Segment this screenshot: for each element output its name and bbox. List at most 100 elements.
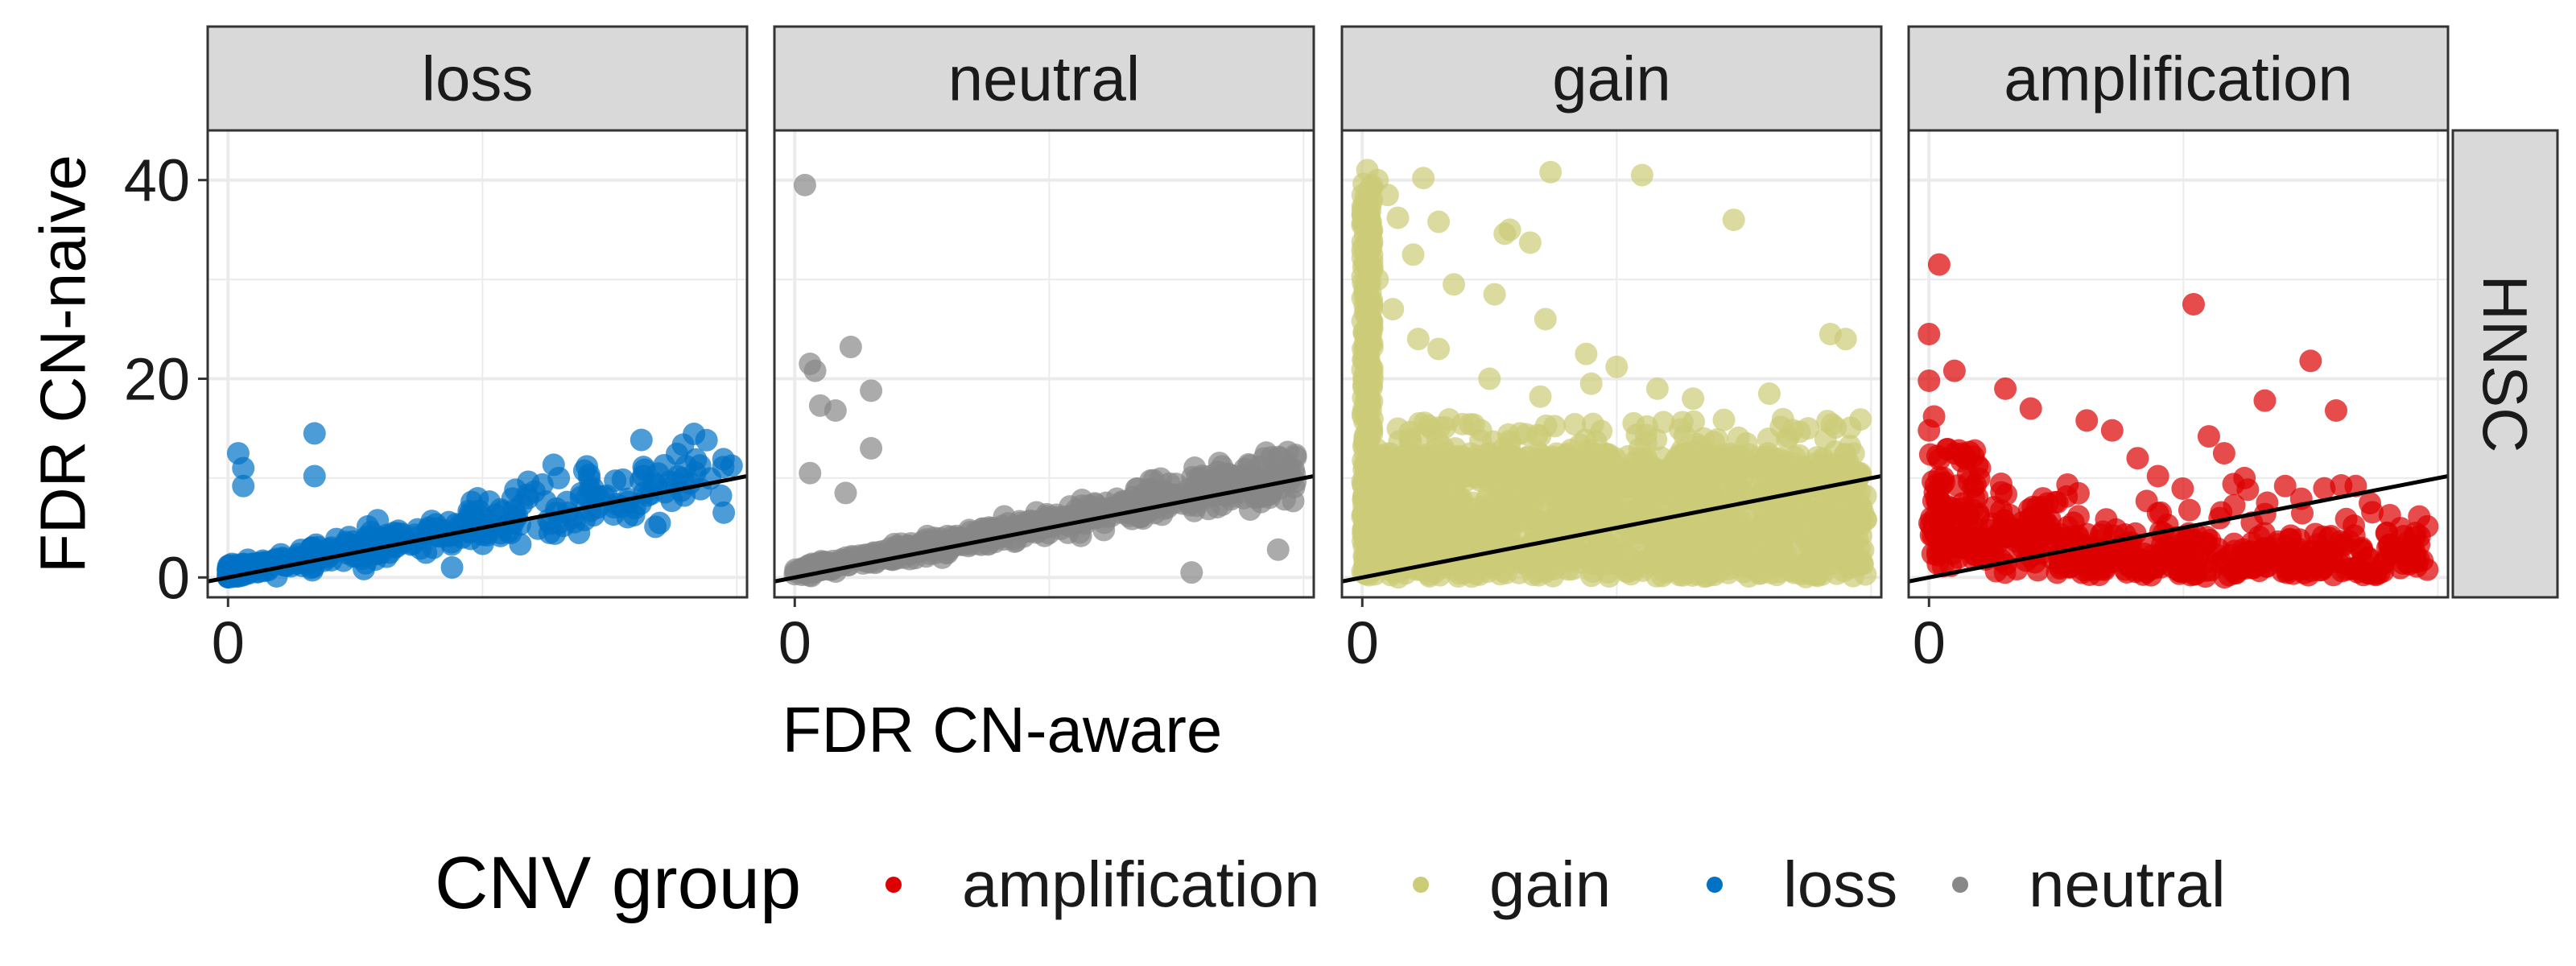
data-point: [860, 436, 883, 460]
data-point: [2299, 349, 2322, 373]
row-strip: HNSC: [2451, 129, 2559, 599]
data-point: [1747, 539, 1770, 563]
x-tick-label: 0: [212, 609, 245, 676]
x-tick-label: 0: [1913, 609, 1946, 676]
data-point: [2396, 531, 2419, 555]
data-point: [577, 463, 601, 486]
data-point: [232, 456, 255, 480]
data-point: [2026, 530, 2050, 554]
data-point: [517, 470, 540, 493]
data-point: [2343, 514, 2366, 538]
data-point: [1728, 446, 1752, 469]
legend-label: amplification: [962, 848, 1320, 920]
data-point: [1575, 342, 1598, 365]
data-point: [2212, 442, 2235, 465]
data-point: [1158, 472, 1181, 495]
data-point: [803, 359, 827, 382]
data-point: [2182, 292, 2205, 316]
data-point: [1269, 447, 1292, 470]
data-point: [1942, 442, 1966, 465]
data-point: [2279, 528, 2302, 551]
data-point: [1652, 411, 1675, 434]
data-point: [1990, 499, 2013, 522]
legend-key: [1952, 877, 1968, 893]
data-point: [646, 462, 670, 485]
reference-line: [208, 473, 747, 584]
data-point: [1660, 553, 1683, 576]
data-point: [1359, 527, 1382, 551]
data-point: [1463, 527, 1486, 551]
data-point: [1927, 253, 1951, 276]
data-point: [1623, 558, 1646, 581]
data-point: [1577, 502, 1600, 526]
data-point: [1352, 555, 1376, 578]
panel-neutral: neutral 0: [773, 25, 1315, 676]
data-point: [1539, 160, 1563, 184]
data-point: [1621, 534, 1645, 557]
data-point: [1982, 542, 2005, 565]
data-point: [1721, 536, 1744, 559]
legend-label: gain: [1489, 848, 1611, 920]
points-neutral: [783, 173, 1307, 588]
data-point: [1360, 367, 1384, 390]
data-point: [1820, 413, 1843, 436]
data-point: [1133, 489, 1156, 512]
row-strip-box: [2451, 129, 2559, 599]
data-point: [1360, 292, 1384, 316]
data-point: [1216, 469, 1240, 492]
data-point: [2100, 419, 2124, 442]
data-point: [1545, 442, 1568, 465]
data-point: [1630, 163, 1653, 187]
data-point: [1351, 213, 1374, 237]
reference-line: [1342, 473, 1881, 584]
data-point: [2157, 542, 2181, 565]
data-point: [2317, 526, 2340, 550]
data-point: [502, 498, 526, 522]
points-gain: [1351, 159, 1877, 589]
data-point: [2096, 549, 2120, 572]
panel-amplification: amplification 0: [1907, 25, 2450, 676]
data-point: [2253, 389, 2277, 412]
data-point: [2217, 564, 2240, 587]
data-point: [2075, 409, 2099, 432]
data-point: [1702, 462, 1725, 485]
data-point: [1366, 268, 1389, 291]
data-point: [1585, 540, 1608, 564]
data-point: [1529, 385, 1552, 408]
data-point: [1606, 466, 1629, 489]
strip-label-loss: loss: [422, 43, 534, 114]
data-point: [2178, 498, 2201, 522]
data-point: [437, 510, 460, 534]
data-point: [1918, 322, 1941, 345]
legend-item-loss: loss: [1707, 848, 1897, 920]
data-point: [2376, 521, 2399, 544]
data-point: [1443, 464, 1466, 487]
data-point: [2297, 564, 2320, 587]
data-point: [1781, 419, 1805, 442]
data-point: [1579, 372, 1603, 395]
data-point: [1993, 561, 2017, 584]
strip-box: [206, 25, 749, 132]
data-point: [1180, 561, 1203, 584]
data-point: [1494, 466, 1517, 489]
data-point: [1406, 328, 1430, 351]
data-point: [1820, 520, 1843, 543]
data-point: [1682, 387, 1705, 411]
data-point: [2116, 560, 2139, 584]
legend-title: CNV group: [435, 842, 801, 924]
data-point: [1476, 506, 1500, 529]
data-point: [675, 455, 698, 478]
data-point: [1496, 498, 1520, 522]
data-point: [1930, 506, 1953, 530]
panel-loss: loss 0: [206, 25, 749, 676]
data-point: [2313, 477, 2336, 500]
data-point: [2171, 477, 2194, 500]
data-point: [824, 399, 847, 422]
data-point: [2273, 474, 2297, 497]
x-tick-label: 0: [778, 609, 811, 676]
data-point: [2223, 493, 2246, 517]
data-point: [793, 173, 816, 196]
x-axis-title: FDR CN-aware: [782, 694, 1223, 766]
data-point: [1360, 309, 1383, 332]
